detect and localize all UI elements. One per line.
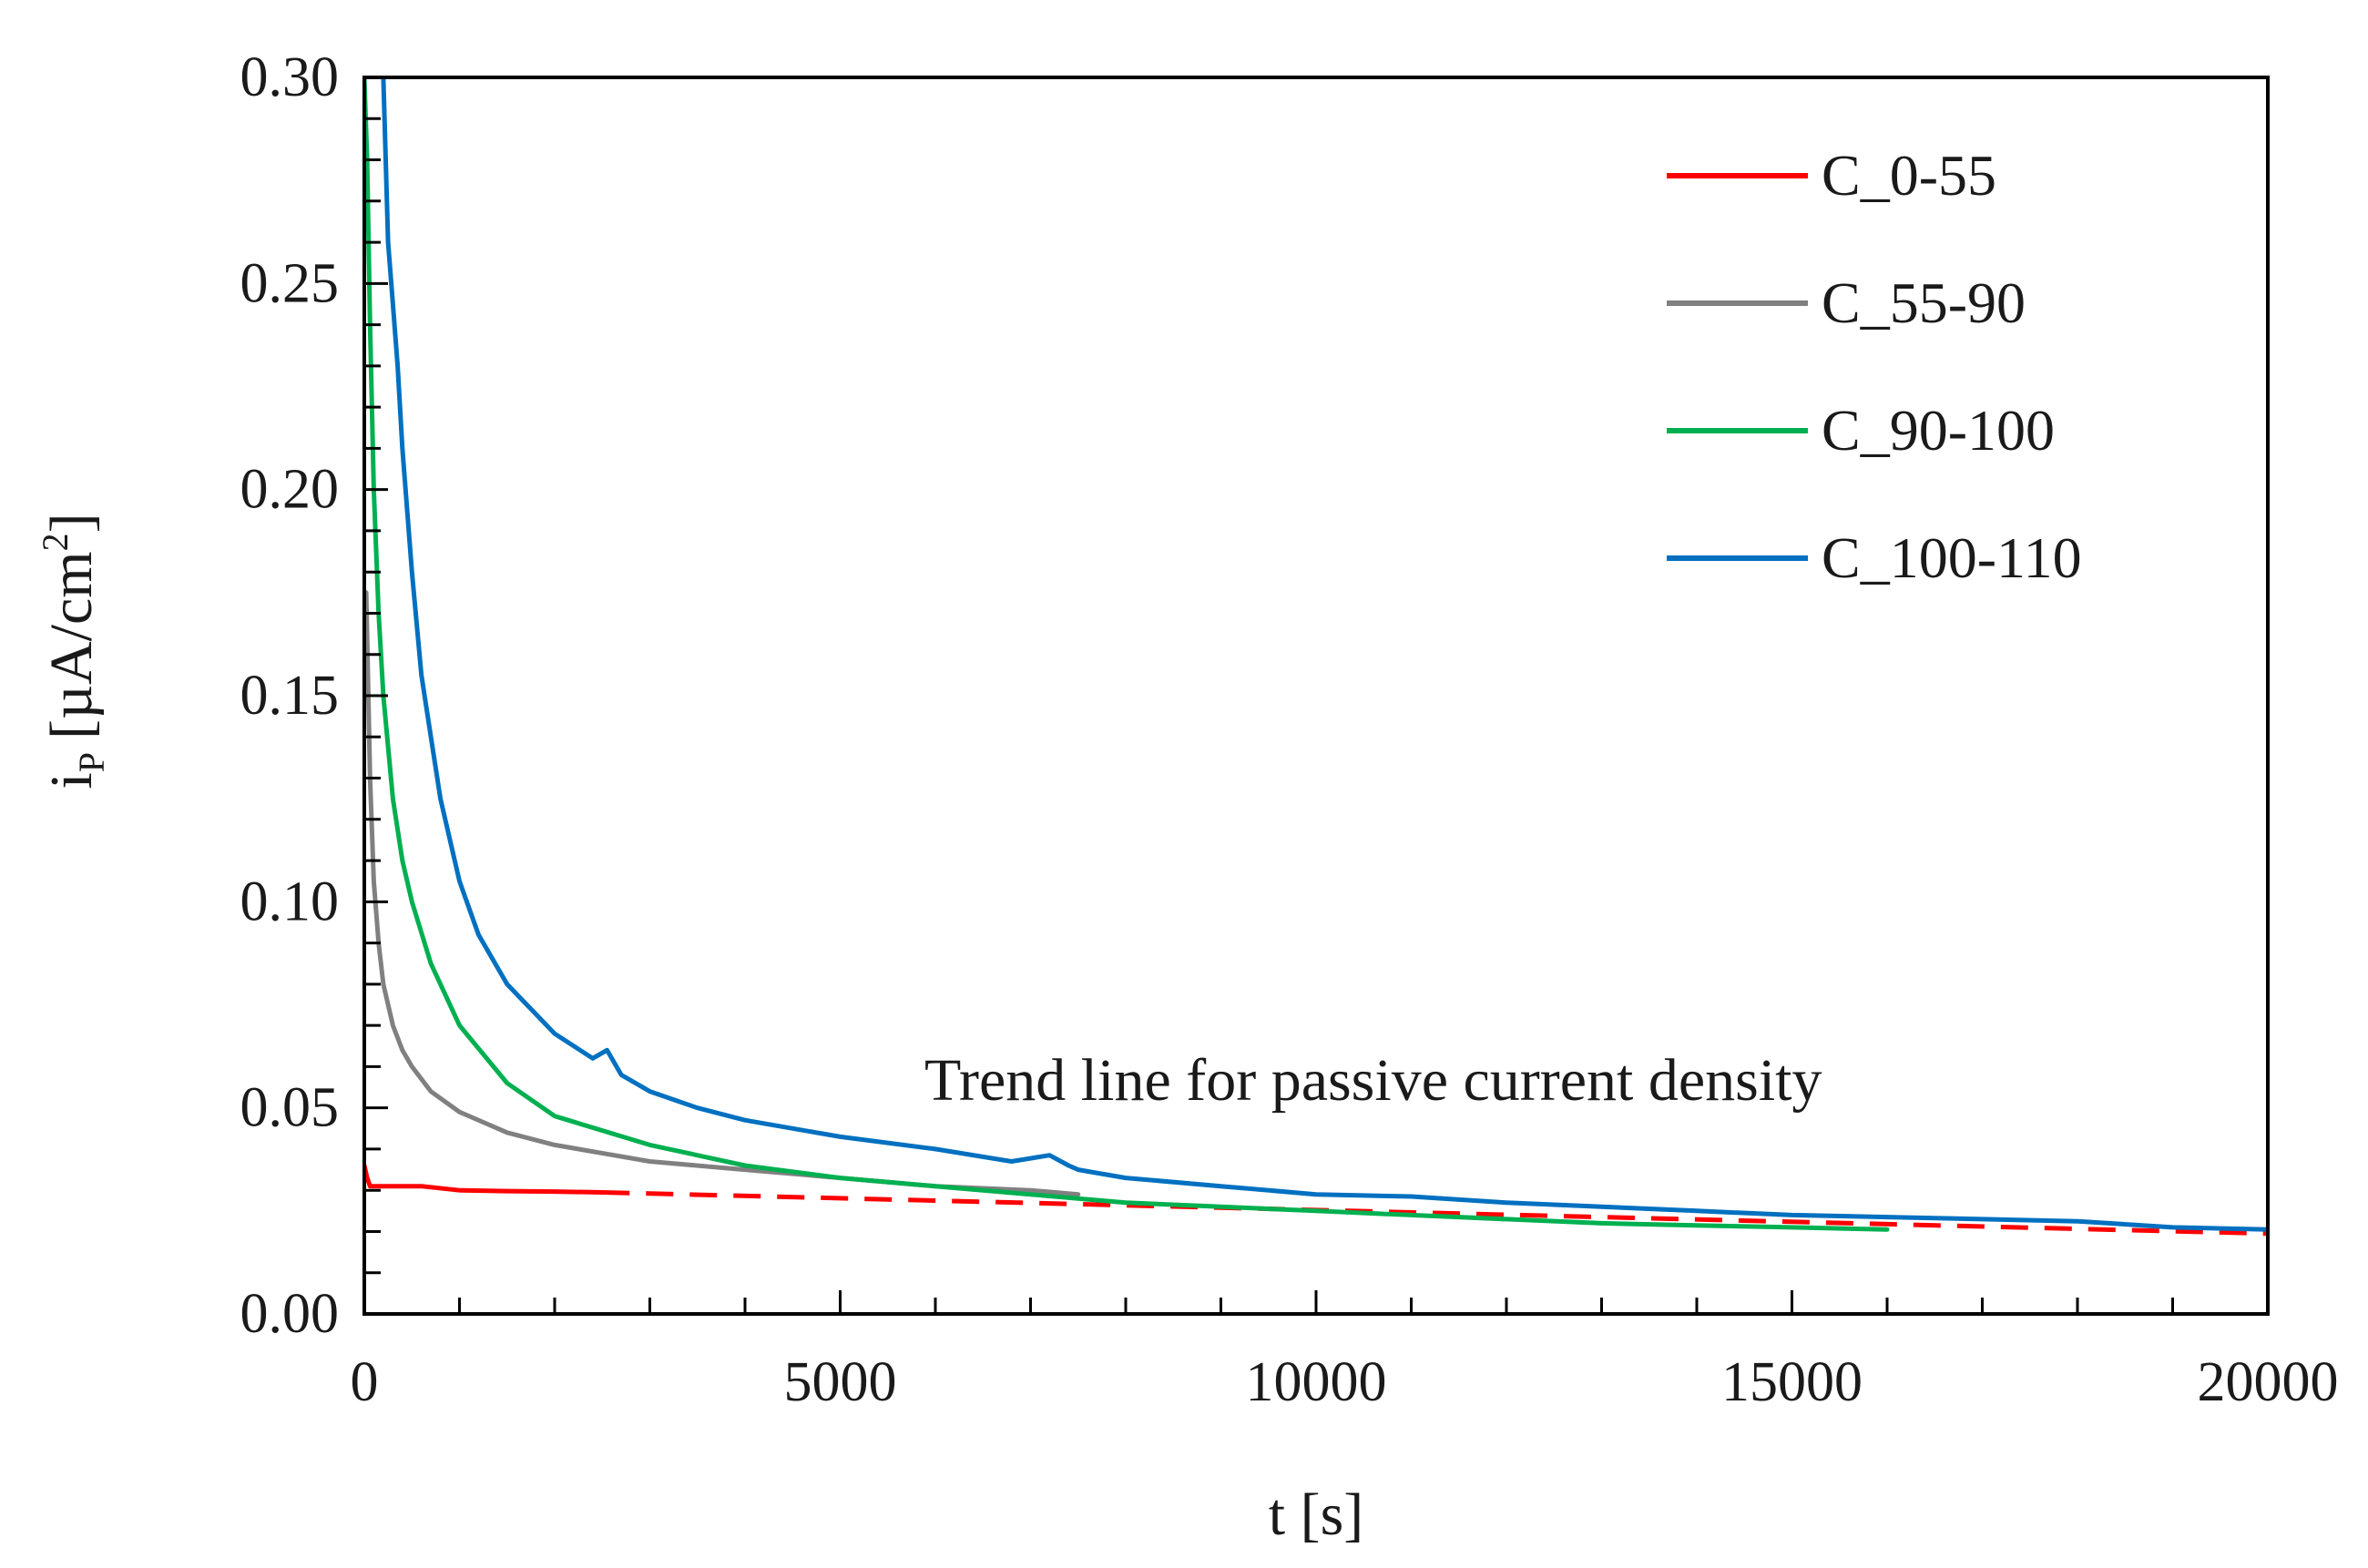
y-tick-label-0.20: 0.20 bbox=[240, 459, 340, 521]
y-axis-title-main: i bbox=[38, 772, 105, 789]
legend-label-c-55-90: C_55-90 bbox=[1822, 270, 2026, 335]
x-tick-labels: 0 5000 10000 15000 20000 bbox=[351, 1351, 2339, 1413]
series-line-c-100-110 bbox=[381, 77, 2268, 1232]
x-axis-title: t [s] bbox=[1269, 1481, 1363, 1548]
legend-label-c-100-110: C_100-110 bbox=[1822, 525, 2082, 590]
y-axis-title-units: [µA/cm bbox=[38, 551, 105, 739]
y-axis-title-close: ] bbox=[38, 513, 105, 533]
y-tick-label-0.30: 0.30 bbox=[240, 46, 340, 108]
y-tick-label-0.00: 0.00 bbox=[240, 1283, 340, 1345]
legend-label-c-90-100: C_90-100 bbox=[1822, 398, 2055, 463]
x-tick-label-0: 0 bbox=[351, 1351, 379, 1413]
x-tick-label-5000: 5000 bbox=[784, 1351, 897, 1413]
series-group bbox=[364, 77, 2268, 1237]
y-tick-label-0.15: 0.15 bbox=[240, 665, 340, 727]
y-axis-title: iP [µA/cm2] bbox=[35, 513, 112, 789]
y-tick-label-0.05: 0.05 bbox=[240, 1077, 340, 1139]
x-tick-label-15000: 15000 bbox=[1721, 1351, 1863, 1413]
trend-line-series bbox=[602, 1190, 2268, 1237]
series-line-c-0-55 bbox=[364, 1163, 605, 1195]
y-axis-title-sup: 2 bbox=[35, 533, 76, 551]
plot-area bbox=[364, 77, 2268, 1237]
legend-label-c-0-55: C_0-55 bbox=[1822, 143, 1996, 208]
x-tick-label-10000: 10000 bbox=[1246, 1351, 1387, 1413]
series-line-c-90-100 bbox=[364, 77, 1890, 1232]
y-tick-label-0.25: 0.25 bbox=[240, 252, 340, 314]
x-tick-label-20000: 20000 bbox=[2198, 1351, 2339, 1413]
y-axis-title-sub: P bbox=[71, 752, 112, 772]
trend-line-annotation: Trend line for passive current density bbox=[924, 1047, 1822, 1114]
y-tick-label-0.10: 0.10 bbox=[240, 871, 340, 932]
y-tick-labels: 0.00 0.05 0.10 0.15 0.20 0.25 0.30 bbox=[240, 46, 340, 1345]
legend: C_0-55 C_55-90 C_90-100 C_100-110 bbox=[1667, 143, 2082, 590]
axes bbox=[362, 76, 2270, 1316]
